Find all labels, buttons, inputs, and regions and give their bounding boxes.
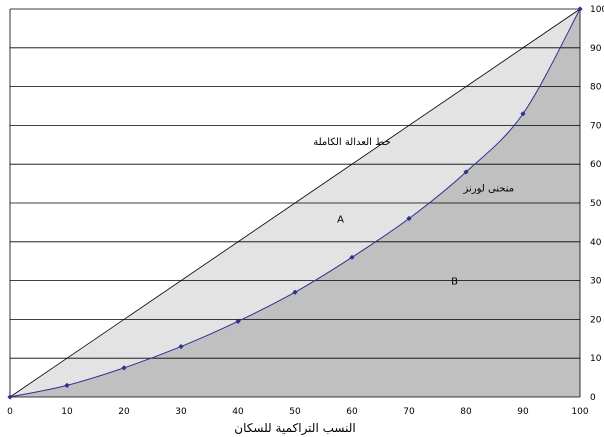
x-axis-label: النسب التراكمية للسكان	[234, 421, 355, 436]
y-tick-label: 100	[590, 5, 604, 15]
x-tick-label: 60	[346, 407, 358, 417]
lorenz-curve	[9, 8, 581, 398]
x-tick-label: 0	[7, 407, 13, 417]
x-tick-labels: 0 10 20 30 40 50 60 70 80 90 100	[7, 407, 589, 417]
equality-line	[9, 8, 581, 398]
lorenz-point	[235, 318, 241, 324]
x-tick-label: 70	[403, 407, 415, 417]
x-tick-label: 50	[289, 407, 301, 417]
area-b	[10, 9, 580, 397]
lorenz-point	[406, 215, 412, 222]
lorenz-point	[292, 289, 298, 295]
x-tick-label: 10	[61, 407, 73, 417]
y-tick-label: 20	[590, 315, 602, 325]
lorenz-point	[520, 111, 526, 117]
annotation-label: خط العدالة الكاملة	[313, 137, 391, 148]
x-tick-label: 30	[175, 407, 187, 417]
lorenz-point	[463, 169, 469, 175]
lorenz-point	[577, 6, 583, 12]
x-tick-label: 90	[517, 407, 529, 417]
x-tick-label: 20	[118, 407, 130, 417]
y-tick-labels: 0 10 20 30 40 50 60 70 80 90 100	[590, 5, 604, 403]
x-tick-label: 40	[232, 407, 244, 417]
annotation-label: B	[451, 276, 458, 287]
y-tick-label: 30	[590, 277, 602, 287]
lorenz-point	[121, 365, 127, 371]
y-tick-label: 40	[590, 238, 602, 248]
chart-annotations: خط العدالة الكاملة منحنى لورنز A B	[313, 137, 514, 288]
annotation-label: منحنى لورنز	[462, 183, 514, 194]
y-tick-label: 50	[590, 199, 602, 209]
y-tick-label: 90	[590, 44, 602, 54]
y-tick-label: 70	[590, 121, 602, 131]
lorenz-point	[349, 254, 355, 260]
lorenz-point	[178, 343, 184, 350]
chart-points	[7, 6, 583, 400]
y-tick-label: 60	[590, 160, 602, 170]
annotation-label: A	[337, 214, 344, 225]
x-tick-label: 100	[571, 407, 588, 417]
x-tick-label: 80	[460, 407, 472, 417]
y-tick-label: 80	[590, 83, 602, 93]
lorenz-point	[7, 394, 13, 400]
chart-lines	[9, 8, 581, 398]
chart-gridlines	[9, 8, 581, 398]
y-tick-label: 0	[590, 393, 596, 403]
y-tick-label: 10	[590, 354, 602, 364]
lorenz-point	[64, 382, 70, 388]
